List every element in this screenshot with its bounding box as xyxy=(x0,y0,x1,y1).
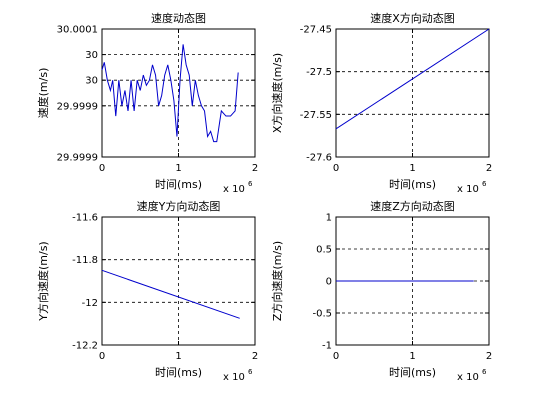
y-tick-label: 30 xyxy=(85,50,98,61)
y-tick-label: -1 xyxy=(322,341,332,352)
y-tick-label: -0.5 xyxy=(312,309,332,320)
chart-title: 速度动态图 xyxy=(151,11,206,25)
chart-title: 速度Z方向动态图 xyxy=(370,199,455,213)
y-tick-label: 29.9999 xyxy=(57,153,98,164)
y-tick-label: -11.8 xyxy=(72,255,98,266)
y-tick-label: 0.5 xyxy=(316,245,332,256)
y-tick-label: -27.5 xyxy=(306,67,332,78)
x-tick-label: 2 xyxy=(252,163,258,174)
x-tick-label: 2 xyxy=(486,351,492,362)
x-tick-label: 2 xyxy=(486,163,492,174)
x-tick-label: 0 xyxy=(99,163,105,174)
series-line xyxy=(101,269,240,319)
x-multiplier-exponent: 6 xyxy=(482,180,487,188)
y-axis-label: Y方向速度(m/s) xyxy=(36,241,50,321)
series-line xyxy=(101,44,239,143)
y-tick-label: 0 xyxy=(326,277,332,288)
y-tick-label: -27.6 xyxy=(306,153,332,164)
x-multiplier-exponent: 6 xyxy=(248,368,253,376)
x-tick-label: 1 xyxy=(175,163,181,174)
chart-title: 速度X方向动态图 xyxy=(370,11,455,25)
y-tick-label: 30 xyxy=(85,76,98,87)
y-tick-label: 29.9999 xyxy=(57,101,98,112)
plot-area xyxy=(101,216,256,346)
x-axis-label: 时间(ms) xyxy=(155,178,202,191)
y-tick-label: -12 xyxy=(82,298,98,309)
x-tick-label: 2 xyxy=(252,351,258,362)
x-tick-label: 0 xyxy=(333,163,339,174)
y-tick-label: -27.55 xyxy=(300,110,332,121)
x-axis-label: 时间(ms) xyxy=(389,366,436,379)
chart-title: 速度Y方向动态图 xyxy=(137,199,221,213)
x-tick-label: 1 xyxy=(175,351,181,362)
plot-area xyxy=(335,28,490,158)
y-tick-label: -12.2 xyxy=(72,341,98,352)
x-multiplier-label: x 10 xyxy=(223,372,245,383)
y-axis-label: 速度(m/s) xyxy=(36,68,50,119)
x-tick-label: 1 xyxy=(409,351,415,362)
x-multiplier-exponent: 6 xyxy=(482,368,487,376)
plot-area xyxy=(101,28,256,158)
x-tick-label: 1 xyxy=(409,163,415,174)
y-axis-label: X方向速度(m/s) xyxy=(270,53,284,133)
x-multiplier-label: x 10 xyxy=(223,184,245,195)
series-line xyxy=(335,28,490,130)
x-axis-label: 时间(ms) xyxy=(155,366,202,379)
y-tick-label: 1 xyxy=(326,213,332,224)
y-tick-label: -27.45 xyxy=(300,25,332,36)
x-axis-label: 时间(ms) xyxy=(389,178,436,191)
x-multiplier-label: x 10 xyxy=(457,184,479,195)
y-axis-label: Z方向速度(m/s) xyxy=(270,241,284,321)
x-tick-label: 0 xyxy=(99,351,105,362)
x-multiplier-label: x 10 xyxy=(457,372,479,383)
y-tick-label: 30.0001 xyxy=(57,25,98,36)
x-multiplier-exponent: 6 xyxy=(248,180,253,188)
x-tick-label: 0 xyxy=(333,351,339,362)
y-tick-label: -11.6 xyxy=(72,213,98,224)
